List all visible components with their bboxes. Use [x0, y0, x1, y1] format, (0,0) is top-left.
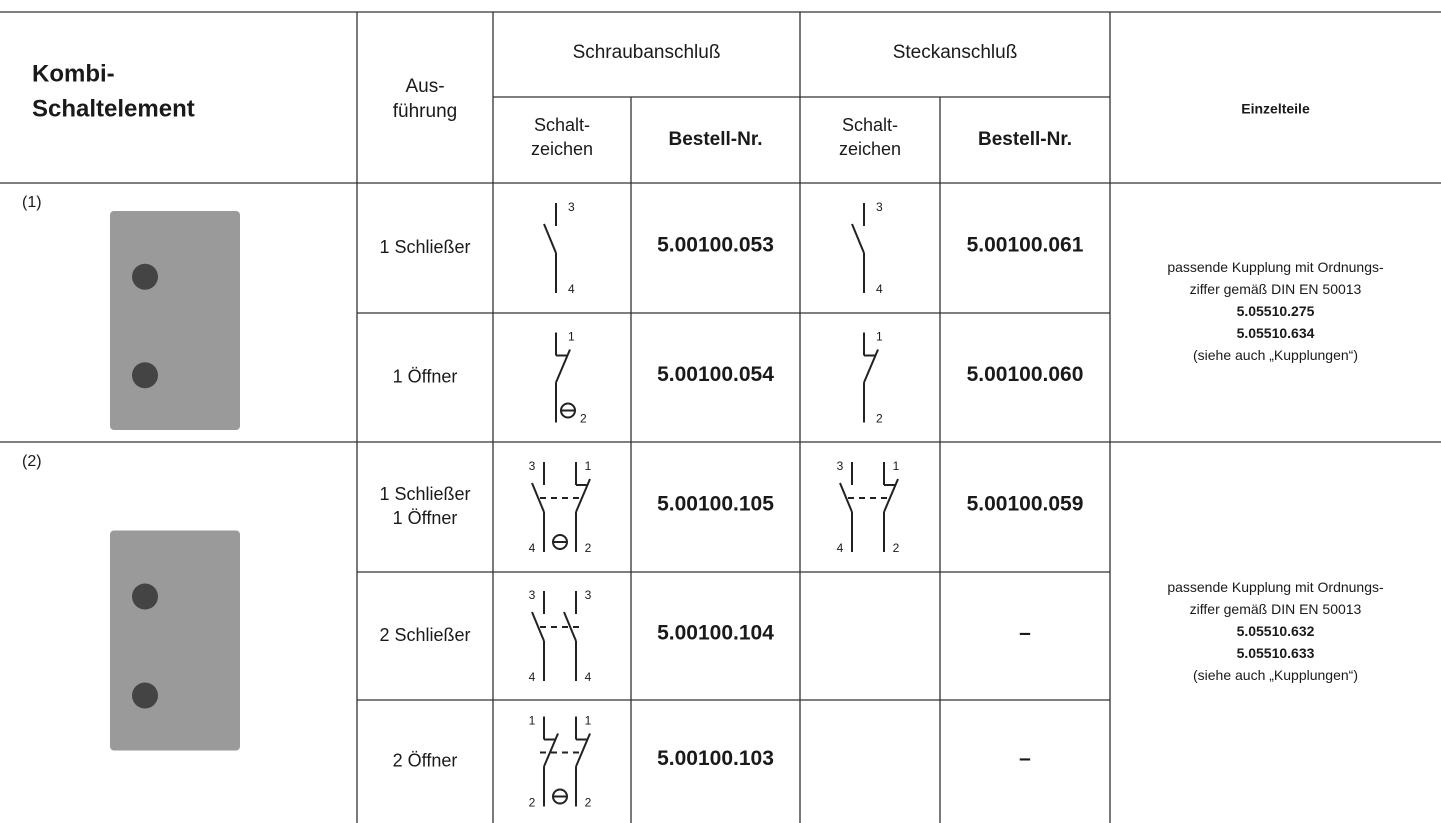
symbol-label: 4	[568, 282, 575, 296]
symbol-line	[543, 733, 559, 767]
einzelteile-line: 5.05510.634	[1237, 325, 1315, 341]
ausfuehrung: 2 Schließer	[379, 625, 470, 645]
symbol-label: 2	[893, 541, 900, 555]
symbol-label: 1	[876, 330, 883, 344]
symbol-label: 3	[837, 459, 844, 473]
group-label: (1)	[22, 194, 42, 211]
symbol-label: 1	[893, 459, 900, 473]
ausfuehrung: 1 Schließer	[379, 484, 470, 504]
symbol-label: 4	[876, 282, 883, 296]
photo-detail	[132, 263, 158, 290]
einzelteile-line: 5.05510.633	[1237, 645, 1315, 661]
symbol-label: 2	[529, 796, 536, 810]
header-element: Kombi-	[32, 60, 115, 87]
symbol-label: 4	[529, 670, 536, 684]
header-schraub: Schraubanschluß	[573, 42, 721, 63]
ausfuehrung: 1 Schließer	[379, 237, 470, 257]
symbol-label: 3	[876, 200, 883, 214]
symbol-line	[531, 482, 545, 513]
symbol-label: 1	[529, 714, 536, 728]
order-number: 5.00100.103	[657, 747, 774, 770]
header-element: Schaltelement	[32, 95, 195, 122]
einzelteile-line: passende Kupplung mit Ordnungs-	[1167, 579, 1384, 595]
order-number: 5.00100.105	[657, 493, 774, 516]
header-symbol: zeichen	[839, 139, 901, 159]
symbol-label: 4	[585, 670, 592, 684]
einzelteile-line: ziffer gemäß DIN EN 50013	[1190, 281, 1362, 297]
symbol-label: 2	[585, 796, 592, 810]
photo-detail	[132, 362, 158, 389]
symbol-label: 2	[876, 412, 883, 426]
symbol-label: 1	[568, 330, 575, 344]
einzelteile-line: (siehe auch „Kupplungen“)	[1193, 667, 1358, 683]
product-photo	[110, 530, 240, 751]
symbol-line	[575, 478, 591, 513]
symbol-label: 4	[529, 541, 536, 555]
symbol-label: 3	[585, 588, 592, 602]
photo-detail	[132, 583, 158, 610]
header-order: Bestell-Nr.	[669, 129, 763, 150]
header-ausfuehrung: Aus-	[405, 76, 444, 97]
symbol-line	[555, 349, 571, 383]
einzelteile-line: ziffer gemäß DIN EN 50013	[1190, 601, 1362, 617]
symbol-line	[883, 478, 899, 513]
header-einzelteile: Einzelteile	[1241, 101, 1310, 117]
symbol-line	[839, 482, 853, 513]
order-number: –	[1019, 622, 1031, 645]
symbol-label: 2	[585, 541, 592, 555]
symbol-label: 3	[529, 459, 536, 473]
symbol-label: 3	[529, 588, 536, 602]
header-symbol: zeichen	[531, 139, 593, 159]
symbol-label: 4	[837, 541, 844, 555]
order-number: 5.00100.061	[967, 234, 1084, 257]
symbol-line	[531, 611, 545, 642]
symbol-line	[863, 349, 879, 383]
einzelteile-line: 5.05510.632	[1237, 623, 1315, 639]
symbol-line	[575, 733, 591, 767]
product-photo	[110, 211, 240, 430]
einzelteile-line: 5.05510.275	[1237, 303, 1315, 319]
symbol-line	[563, 611, 577, 642]
symbol-label: 3	[568, 200, 575, 214]
header-symbol: Schalt-	[842, 115, 898, 135]
photo-detail	[132, 682, 158, 709]
header-steck: Steckanschluß	[893, 42, 1018, 63]
order-number: 5.00100.054	[657, 363, 774, 386]
ausfuehrung: 1 Öffner	[393, 366, 458, 386]
symbol-line	[851, 223, 865, 254]
header-order: Bestell-Nr.	[978, 129, 1072, 150]
symbol-label: 2	[580, 412, 587, 426]
header-symbol: Schalt-	[534, 115, 590, 135]
order-number: –	[1019, 747, 1031, 770]
group-label: (2)	[22, 453, 42, 470]
ausfuehrung: 2 Öffner	[393, 750, 458, 770]
symbol-label: 1	[585, 714, 592, 728]
symbol-label: 1	[585, 459, 592, 473]
einzelteile-line: passende Kupplung mit Ordnungs-	[1167, 259, 1384, 275]
header-ausfuehrung: führung	[393, 101, 457, 122]
order-number: 5.00100.104	[657, 622, 774, 645]
order-number: 5.00100.053	[657, 234, 774, 257]
einzelteile-line: (siehe auch „Kupplungen“)	[1193, 347, 1358, 363]
symbol-line	[543, 223, 557, 254]
order-number: 5.00100.059	[967, 493, 1084, 516]
order-number: 5.00100.060	[967, 363, 1084, 386]
ausfuehrung: 1 Öffner	[393, 508, 458, 528]
